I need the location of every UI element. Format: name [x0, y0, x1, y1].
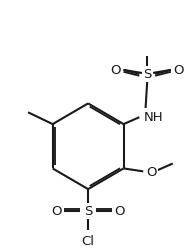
Text: O: O [173, 64, 184, 77]
Text: S: S [143, 68, 151, 81]
Text: Cl: Cl [82, 234, 95, 248]
Text: NH: NH [143, 110, 163, 123]
Text: O: O [110, 64, 121, 77]
Text: O: O [114, 204, 125, 218]
Text: O: O [51, 204, 62, 218]
Text: S: S [84, 204, 92, 218]
Text: O: O [146, 165, 156, 178]
